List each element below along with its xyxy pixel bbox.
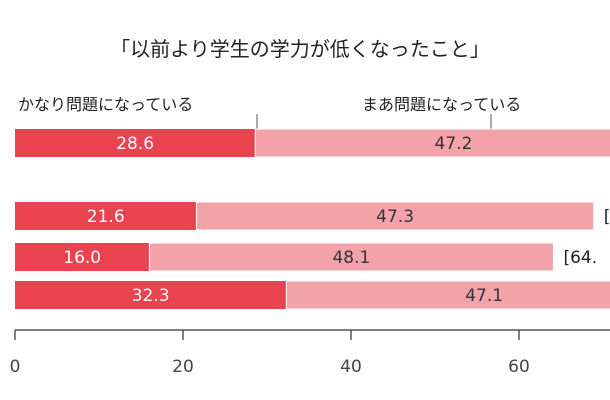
bar-segment-somewhat-3 (285, 280, 610, 310)
bar-value-very-0: 28.6 (116, 134, 154, 154)
bar-value-very-3: 32.3 (132, 286, 170, 306)
bar-segment-very-1 (15, 202, 197, 230)
bar-total-label-1: [ (604, 207, 610, 227)
bar-segment-somewhat-0 (254, 128, 610, 158)
chart-title: 「以前より学生の学力が低くなったこと」 (110, 37, 490, 61)
x-tick-label-2: 40 (340, 357, 362, 377)
bar-value-somewhat-3: 47.1 (465, 286, 503, 306)
legend-label-very-problematic: かなり問題になっている (18, 95, 193, 114)
bar-segment-very-3 (15, 281, 287, 309)
bar-value-very-1: 21.6 (87, 207, 125, 227)
bars-group: 28.6 47.2 21.6 47.3 [16.0 48.1 [64. 32.3 47.1 (15, 128, 610, 310)
bar-segment-somewhat-2 (148, 242, 554, 272)
bar-segment-very-2 (15, 243, 150, 271)
x-tick-label-3: 60 (508, 357, 530, 377)
x-tick-label-1: 20 (172, 357, 194, 377)
bar-value-somewhat-0: 47.2 (435, 134, 473, 154)
bar-value-somewhat-1: 47.3 (376, 207, 414, 227)
x-axis: 0 20 40 60 (10, 329, 610, 377)
bar-segment-very-0 (15, 129, 256, 157)
bar-value-somewhat-2: 48.1 (332, 248, 370, 268)
bar-value-very-2: 16.0 (63, 248, 101, 268)
bar-total-label-2: [64. (563, 248, 597, 268)
bar-segment-somewhat-1 (195, 201, 595, 231)
x-tick-label-0: 0 (10, 357, 21, 377)
legend-label-somewhat-problematic: まあ問題になっている (362, 95, 521, 114)
